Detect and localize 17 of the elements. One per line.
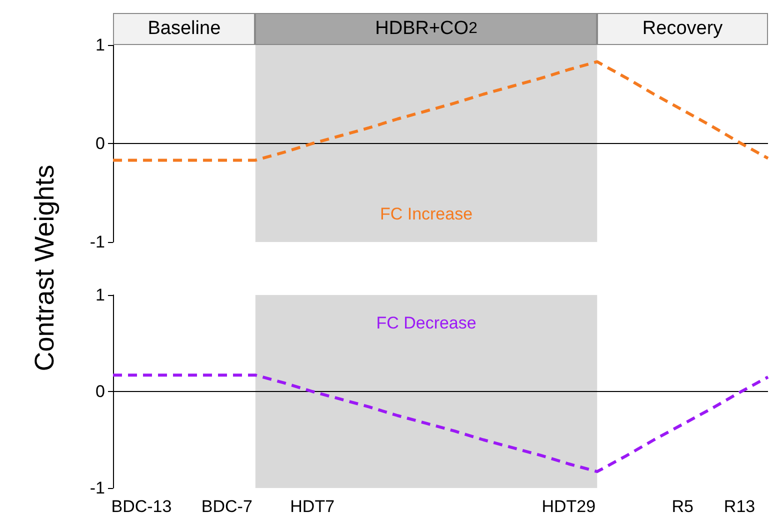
x-tick-label: HDT29: [542, 497, 596, 515]
text: Recovery: [597, 13, 768, 45]
y-tick-label: 1: [96, 36, 105, 54]
text: FC Decrease: [376, 314, 476, 332]
y-tick-label: 1: [96, 286, 105, 304]
x-tick-label: HDT7: [290, 497, 335, 515]
y-tick-label: -1: [90, 478, 105, 498]
x-tick-label: R5: [672, 497, 694, 515]
x-tick-label: BDC-7: [201, 497, 252, 515]
x-tick-label: R13: [724, 497, 756, 515]
y-tick-label: 0: [96, 134, 105, 153]
y-tick-label: 0: [96, 382, 105, 401]
y-axis-title: Contrast Weights: [30, 164, 60, 372]
text: Baseline: [113, 13, 256, 45]
x-tick-label: BDC-13: [111, 497, 172, 515]
text: FC Increase: [380, 204, 473, 224]
y-tick-label: -1: [90, 232, 105, 252]
